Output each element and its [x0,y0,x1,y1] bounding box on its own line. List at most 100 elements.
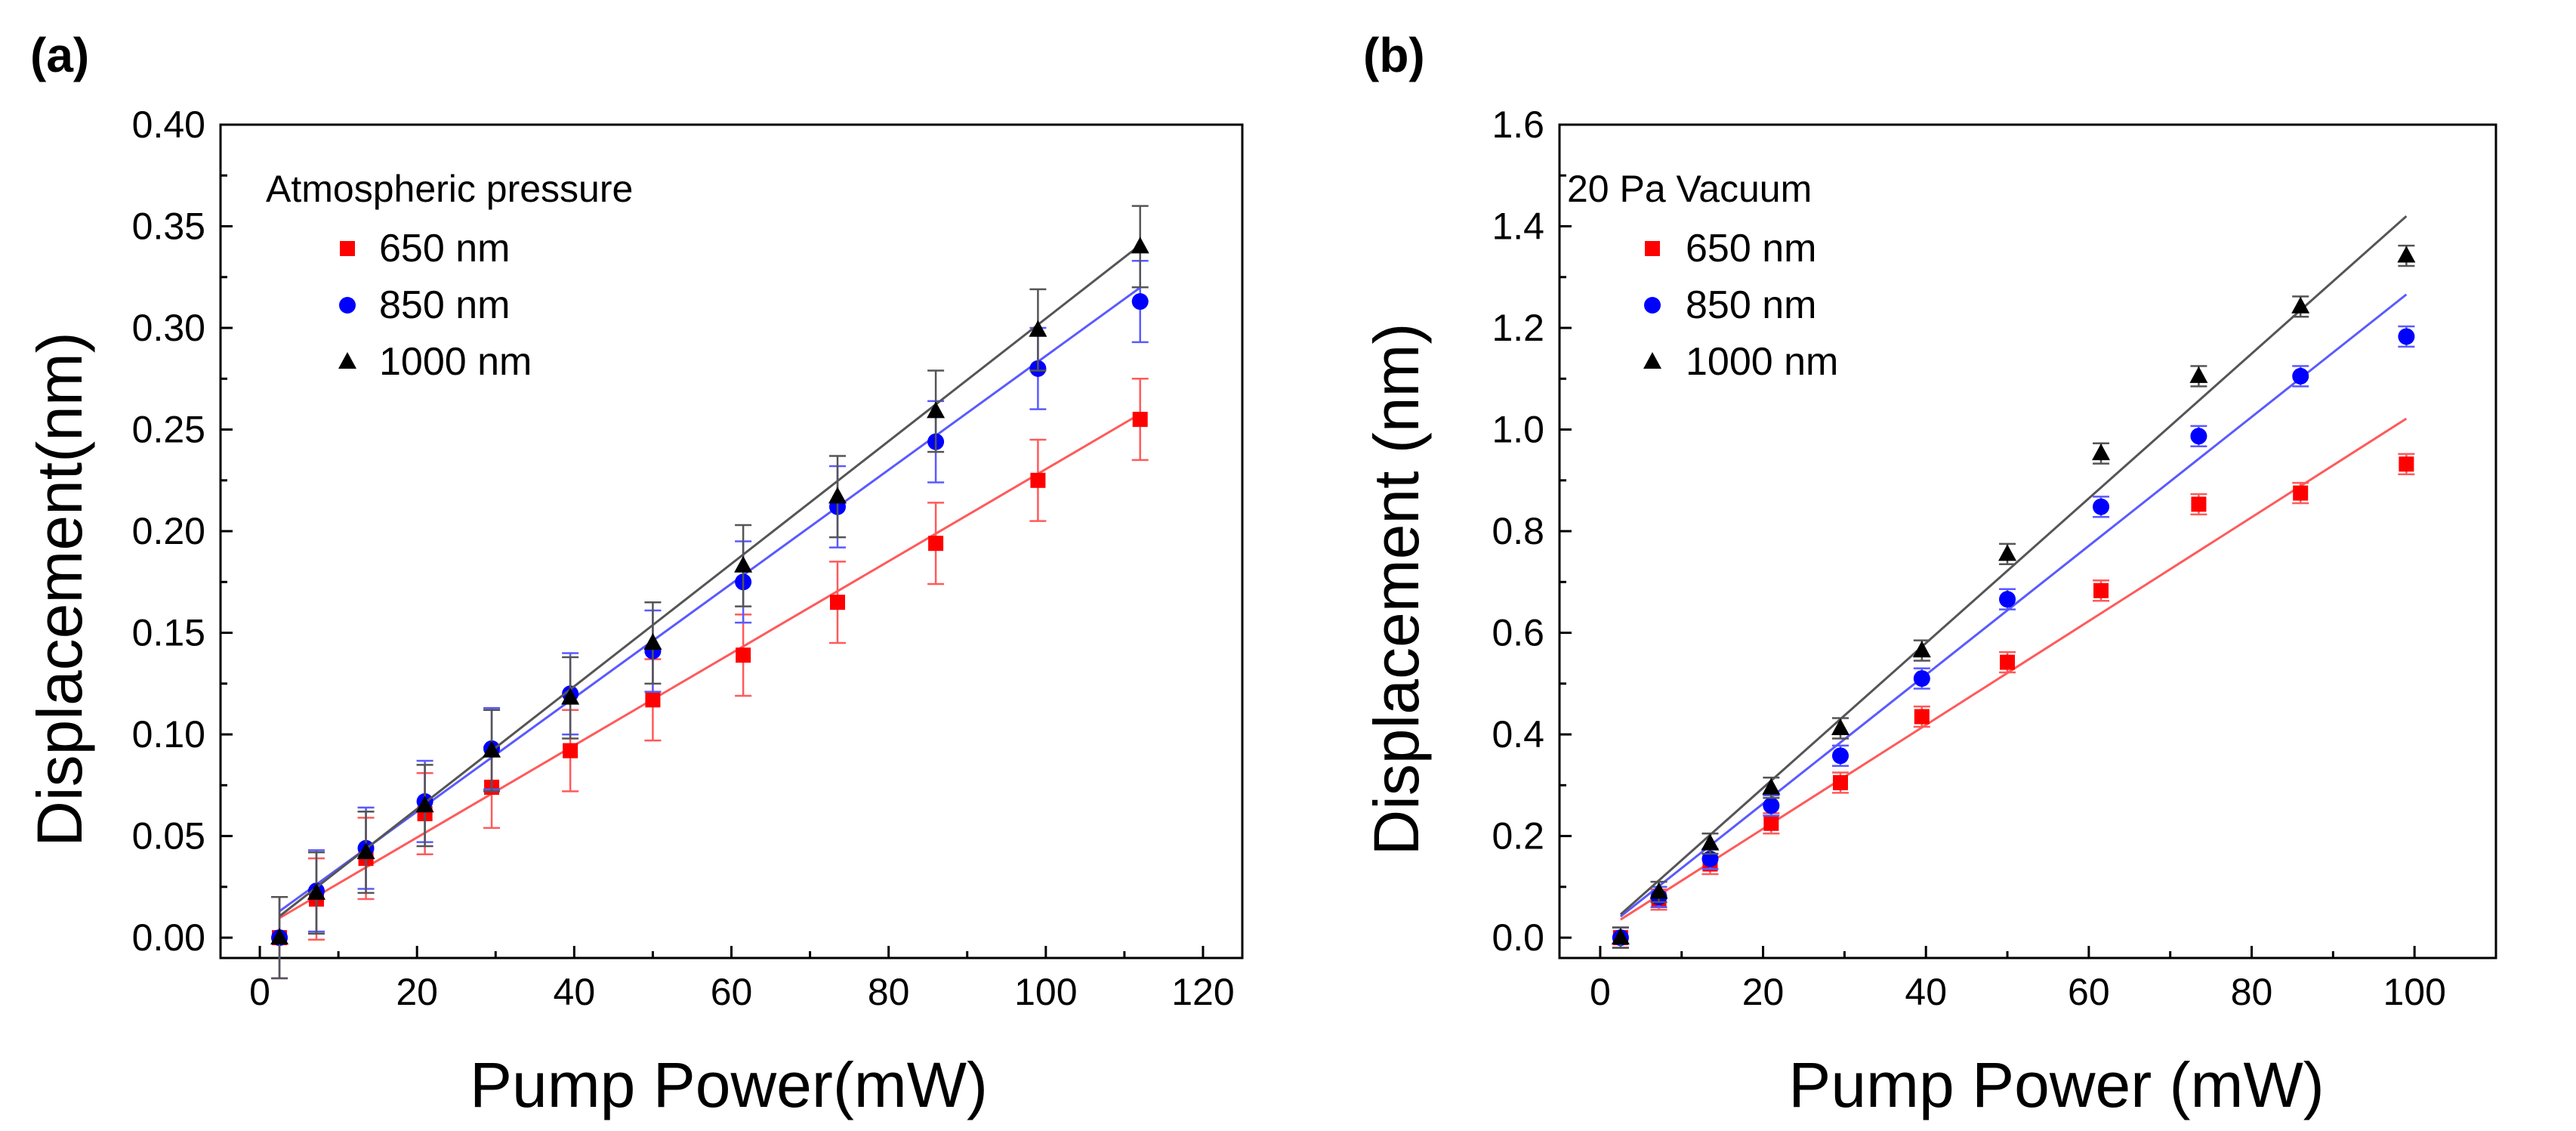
legend-marker-a-1000nm [338,352,356,369]
data-point-b-1000nm [1831,718,1849,736]
data-point-a-1000nm [1131,236,1149,254]
y-tick-label-b: 1.4 [1492,205,1544,248]
data-point-b-650nm [1833,774,1848,790]
x-tick-label-b: 80 [2231,971,2273,1013]
data-point-b-1000nm [1912,641,1931,658]
y-tick-label-b: 0.6 [1492,612,1544,654]
y-tick-label-a: 0.15 [132,612,205,654]
data-point-b-1000nm [2291,296,2310,314]
data-point-a-1000nm [483,740,501,758]
data-point-a-1000nm [734,555,753,573]
plot-frame-a [219,123,1244,959]
x-tick-label-b: 20 [1742,971,1785,1013]
data-point-b-850nm [2292,367,2309,385]
x-tick-label-a: 120 [1171,971,1234,1013]
y-tick-label-a: 0.30 [132,307,205,349]
data-point-b-850nm [1832,747,1849,765]
chart-panel-b: (b) 20 Pa Vacuum 650 nm 850 nm 1000 nm P… [1361,28,2497,1120]
legend-marker-b-850nm [1644,297,1661,314]
data-point-a-850nm [1131,293,1149,311]
data-point-b-1000nm [2397,246,2416,263]
data-point-b-850nm [1763,797,1780,814]
data-point-b-850nm [2190,428,2207,445]
data-point-b-650nm [2293,485,2309,501]
y-tick-label-b: 0.2 [1492,815,1544,858]
data-point-a-1000nm [270,928,289,945]
y-tick-label-a: 0.00 [132,916,205,959]
y-tick-label-a: 0.10 [132,713,205,756]
data-point-b-850nm [1913,670,1930,688]
y-tick-label-b: 0.8 [1492,510,1544,552]
y-axis-title-a: Displacement(nm) [24,332,95,847]
data-point-a-1000nm [307,882,325,900]
legend-label-b-1000: 1000 nm [1686,340,1838,384]
panel-label-b: (b) [1363,28,1425,82]
data-point-b-650nm [2093,582,2109,598]
legend-title-b: 20 Pa Vacuum [1567,168,1812,210]
x-tick-label-a: 40 [554,971,596,1013]
data-point-a-650nm [1132,412,1148,428]
fit-line-a-650nm [279,413,1141,919]
data-point-b-1000nm [1762,777,1781,795]
data-point-b-650nm [2191,496,2207,512]
data-point-b-650nm [2000,654,2016,670]
data-point-a-650nm [830,595,846,610]
data-point-b-650nm [1914,709,1930,725]
data-point-a-650nm [1030,472,1046,488]
legend-marker-a-850nm [339,297,356,314]
fit-line-b-850nm [1619,293,2408,918]
legend-marker-b-1000nm [1643,352,1661,369]
y-tick-label-b: 0.4 [1492,713,1544,756]
data-point-b-1000nm [2189,366,2208,383]
plot-frame-b [1558,123,2497,959]
legend-marker-a-650nm [340,241,355,256]
data-point-a-1000nm [415,796,434,813]
data-point-a-650nm [563,743,578,759]
x-tick-label-b: 40 [1905,971,1947,1013]
legend-label-b-650: 650 nm [1686,227,1816,270]
data-point-b-1000nm [1649,882,1668,899]
data-point-a-650nm [645,692,661,708]
x-tick-label-a: 60 [711,971,753,1013]
legend-label-a-1000: 1000 nm [379,340,532,384]
y-tick-label-a: 0.40 [132,104,205,146]
x-tick-label-a: 80 [868,971,910,1013]
data-point-b-850nm [2398,328,2415,345]
data-point-a-1000nm [643,633,662,650]
x-tick-label-a: 100 [1014,971,1077,1013]
data-point-b-650nm [2399,456,2414,472]
fit-line-b-1000nm [1619,215,2408,916]
data-point-b-650nm [1763,815,1779,831]
data-point-a-650nm [736,647,751,663]
data-point-b-1000nm [1998,544,2017,561]
y-tick-label-a: 0.20 [132,510,205,552]
panel-label-a: (a) [30,28,89,82]
y-tick-label-b: 1.2 [1492,307,1544,349]
legend-label-a-650: 650 nm [379,227,510,270]
data-point-b-850nm [2093,498,2110,515]
legend-marker-b-650nm [1645,241,1660,256]
data-point-a-650nm [928,536,944,552]
x-tick-label-a: 0 [249,971,270,1013]
data-point-a-1000nm [561,688,580,705]
legend-label-a-850: 850 nm [379,283,510,327]
data-point-a-1000nm [1029,320,1047,337]
x-axis-title-b: Pump Power (mW) [1788,1049,2324,1120]
legend-label-b-850: 850 nm [1686,283,1816,327]
data-point-a-1000nm [828,487,847,504]
x-tick-label-b: 100 [2383,971,2445,1013]
y-tick-label-a: 0.25 [132,409,205,451]
x-tick-label-a: 20 [396,971,438,1013]
data-point-b-1000nm [1611,928,1630,945]
legend-title-a: Atmospheric pressure [266,168,633,210]
y-tick-label-b: 0.0 [1492,916,1544,959]
data-point-a-1000nm [356,842,375,860]
y-tick-label-a: 0.35 [132,205,205,248]
data-point-a-1000nm [927,401,946,419]
x-tick-label-b: 0 [1590,971,1611,1013]
y-tick-label-b: 1.6 [1492,104,1544,146]
y-tick-label-a: 0.05 [132,815,205,858]
data-point-b-850nm [1999,591,2016,608]
chart-panel-a: (a) Atmospheric pressure 650 nm 850 nm 1… [24,28,1244,1120]
